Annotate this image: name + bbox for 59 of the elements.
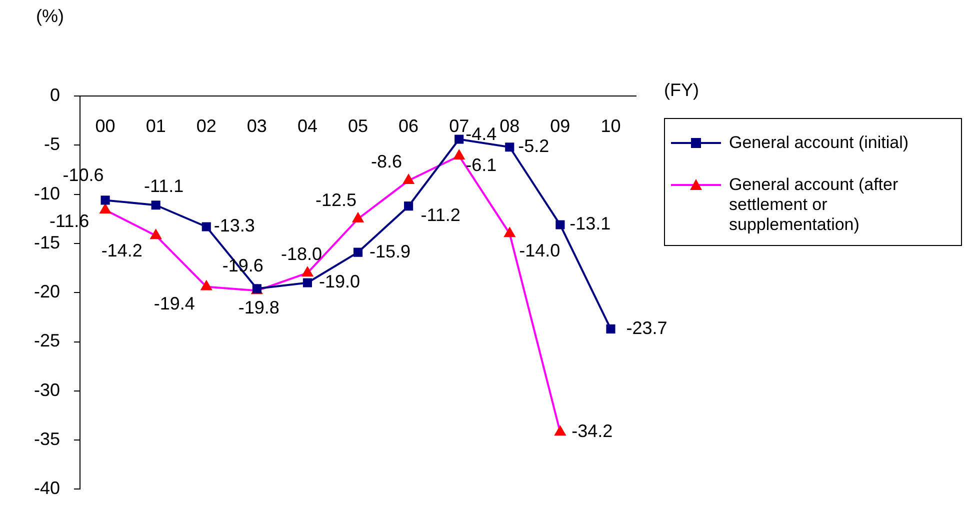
- point: [353, 248, 363, 257]
- x-tick-label: 09: [550, 116, 570, 136]
- x-tick-label: 03: [246, 116, 267, 136]
- data-label: -23.7: [626, 318, 668, 338]
- x-tick-label: 06: [398, 116, 419, 136]
- y-axis-title: (%): [36, 6, 64, 27]
- data-label: -5.2: [518, 136, 550, 156]
- point: [202, 222, 211, 232]
- data-label: -19.8: [238, 298, 280, 318]
- data-label: -13.1: [570, 214, 611, 234]
- point: [404, 202, 414, 211]
- y-tick-label: 0: [50, 84, 60, 105]
- point: [150, 230, 162, 240]
- x-tick-label: 04: [297, 116, 318, 136]
- y-tick-label: -35: [34, 429, 60, 450]
- data-label: -12.5: [315, 190, 357, 210]
- data-label: -14.2: [101, 240, 142, 261]
- data-label: -14.0: [519, 240, 560, 261]
- data-label: -19.4: [154, 294, 195, 314]
- data-label: -11.1: [144, 176, 184, 196]
- x-tick-label: 00: [95, 116, 116, 136]
- x-axis-title: (FY): [664, 80, 699, 101]
- y-tick-label: -30: [34, 380, 60, 400]
- x-tick-label: 10: [600, 116, 621, 136]
- point: [302, 278, 312, 288]
- point: [352, 212, 364, 222]
- point: [302, 266, 313, 276]
- y-tick-label: -40: [34, 478, 60, 498]
- y-tick-label: -5: [44, 134, 60, 154]
- data-label: -13.3: [214, 216, 255, 236]
- point: [201, 280, 212, 290]
- point: [554, 426, 566, 436]
- y-tick-label: -20: [34, 282, 60, 302]
- data-label: -6.1: [466, 154, 497, 175]
- point: [606, 324, 616, 334]
- point: [100, 196, 110, 205]
- point: [403, 174, 414, 184]
- point: [505, 142, 514, 152]
- point: [504, 228, 515, 238]
- data-label: -18.0: [280, 244, 322, 264]
- data-label: -19.0: [318, 272, 360, 292]
- x-tick-label: 05: [348, 116, 368, 136]
- data-label: -11.2: [420, 205, 460, 226]
- data-label: -15.9: [369, 241, 411, 262]
- data-label: -8.6: [371, 152, 402, 172]
- x-tick-label: 01: [146, 116, 166, 136]
- y-tick-label: -25: [34, 330, 60, 351]
- y-tick-label: -15: [34, 232, 60, 252]
- data-label: -34.2: [572, 421, 613, 442]
- legend-label: General account (initial): [729, 133, 909, 153]
- x-tick-label: 08: [500, 116, 520, 136]
- y-tick-label: -10: [34, 183, 60, 204]
- point: [556, 220, 565, 230]
- point: [454, 150, 464, 160]
- legend-label: General account (after settlement or supplementation): [729, 175, 900, 235]
- point: [454, 134, 464, 144]
- point: [100, 204, 111, 214]
- x-tick-label: 02: [196, 116, 216, 136]
- point: [151, 200, 160, 210]
